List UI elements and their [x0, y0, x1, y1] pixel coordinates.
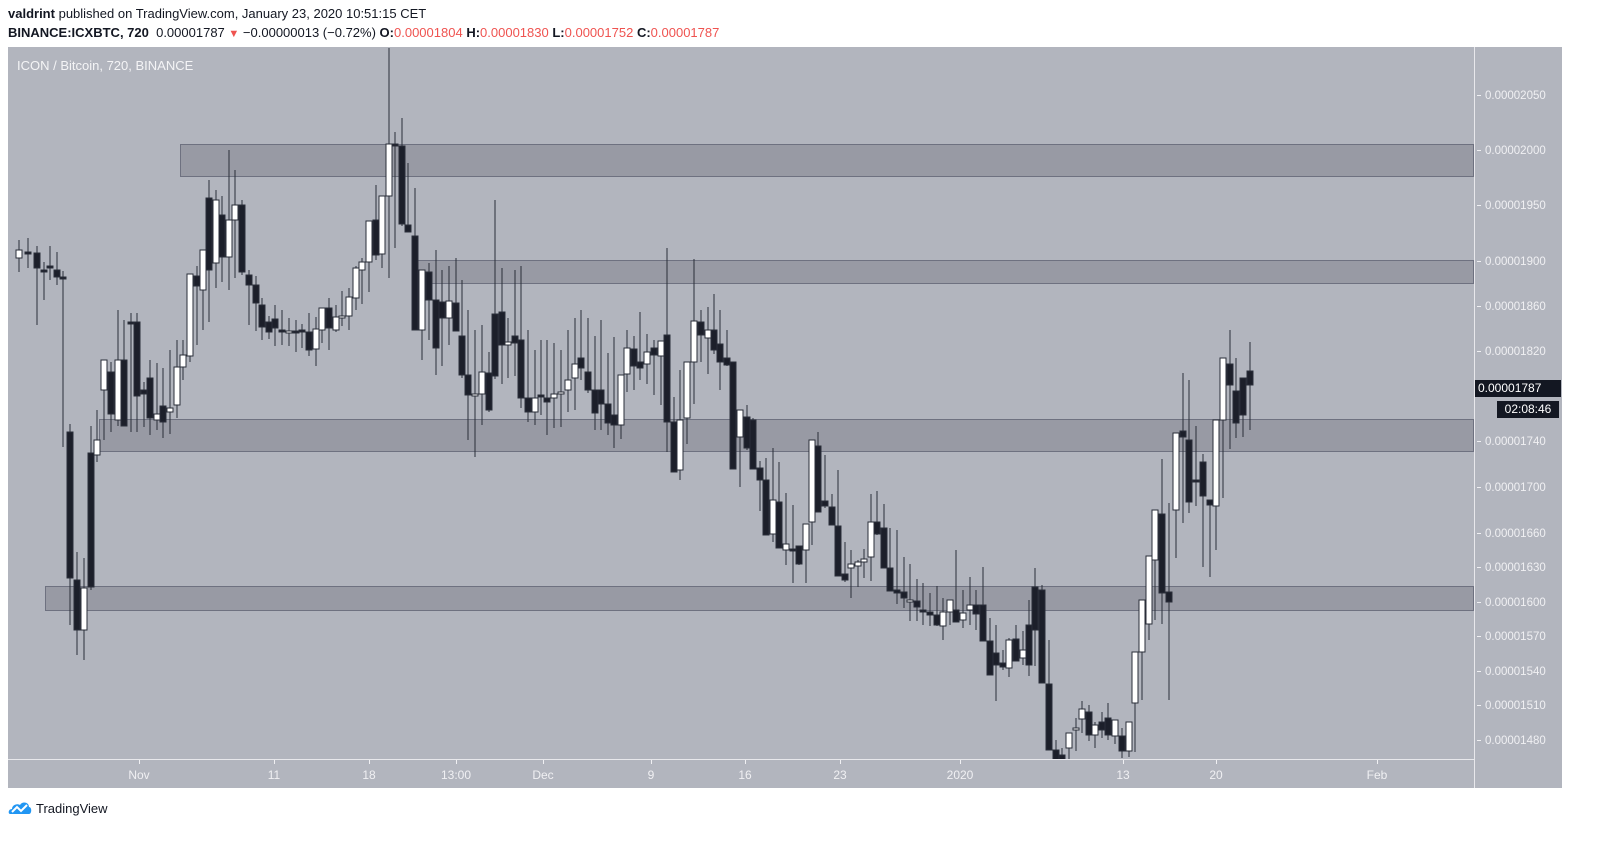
- close-value: 0.00001787: [650, 25, 720, 40]
- time-tick-mark: [369, 760, 370, 764]
- time-tick: Feb: [1366, 768, 1388, 782]
- time-tick: 20: [1209, 768, 1223, 782]
- time-tick: 11: [267, 768, 281, 782]
- time-tick: 18: [362, 768, 376, 782]
- price-tick: 0.00002000: [1477, 145, 1546, 157]
- time-tick-mark: [745, 760, 746, 764]
- time-tick: 2020: [946, 768, 974, 782]
- price-tick: 0.00001630: [1477, 562, 1546, 574]
- time-tick: 16: [738, 768, 752, 782]
- time-tick: 23: [833, 768, 847, 782]
- down-arrow-icon: ▼: [228, 28, 240, 40]
- tradingview-footer[interactable]: TradingView: [8, 800, 108, 816]
- time-tick-mark: [1377, 760, 1378, 764]
- price-tick: 0.00001540: [1477, 666, 1546, 678]
- close-label: C:: [636, 25, 651, 40]
- time-tick-mark: [456, 760, 457, 764]
- symbol-label: BINANCE:ICXBTC, 720: [8, 25, 149, 40]
- author-name[interactable]: valdrint: [8, 6, 55, 21]
- price-tick: 0.00001510: [1477, 700, 1546, 712]
- time-tick-mark: [1123, 760, 1124, 764]
- time-tick: Dec: [532, 768, 554, 782]
- chart-symbol-title: ICON / Bitcoin, 720, BINANCE: [17, 58, 194, 73]
- candlestick-series: [15, 48, 1254, 759]
- high-label: H:: [466, 25, 481, 40]
- open-value: 0.00001804: [394, 25, 463, 40]
- price-tick: 0.00001860: [1477, 301, 1546, 313]
- price-tick: 0.00001480: [1477, 735, 1546, 747]
- support-zone-lower: [45, 586, 1474, 611]
- low-label: L:: [552, 25, 565, 40]
- last-price: 0.00001787: [156, 25, 225, 40]
- price-tick: 0.00002050: [1477, 90, 1546, 102]
- brand-name: TradingView: [36, 800, 108, 816]
- time-tick-mark: [651, 760, 652, 764]
- price-tick: 0.00001600: [1477, 597, 1546, 609]
- publish-info: valdrint published on TradingView.com, J…: [8, 6, 426, 21]
- price-tick: 0.00001740: [1477, 436, 1546, 448]
- resistance-zone-upper: [180, 144, 1474, 177]
- time-tick-mark: [840, 760, 841, 764]
- high-value: 0.00001830: [480, 25, 549, 40]
- price-tick: 0.00001820: [1477, 346, 1546, 358]
- time-tick: 13:00: [440, 768, 472, 782]
- support-zone-upper: [99, 419, 1474, 452]
- price-axis[interactable]: 0.00002050 0.00002000 0.00001950 0.00001…: [1474, 47, 1563, 788]
- time-tick-mark: [960, 760, 961, 764]
- resistance-zone-lower: [416, 260, 1474, 284]
- time-tick: 9: [647, 768, 655, 782]
- open-label: O:: [379, 25, 394, 40]
- price-tick: 0.00001570: [1477, 631, 1546, 643]
- chart-container[interactable]: ICON / Bitcoin, 720, BINANCE 0.00002050 …: [8, 47, 1562, 788]
- time-axis[interactable]: Nov 11 18 13:00 Dec 9 16 23 2020 13 20 F…: [8, 759, 1474, 789]
- low-value: 0.00001752: [564, 25, 634, 40]
- time-tick-mark: [139, 760, 140, 764]
- plot-area[interactable]: ICON / Bitcoin, 720, BINANCE: [8, 47, 1474, 759]
- time-tick-mark: [274, 760, 275, 764]
- price-change: −0.00000013 (−0.72%): [242, 25, 376, 40]
- time-tick: Nov: [128, 768, 150, 782]
- published-text: published on TradingView.com, January 23…: [58, 6, 427, 21]
- time-tick-mark: [543, 760, 544, 764]
- bar-countdown-label: 02:08:46: [1497, 401, 1559, 418]
- price-tick: 0.00001700: [1477, 482, 1546, 494]
- price-tick: 0.00001950: [1477, 200, 1546, 212]
- price-tick: 0.00001900: [1477, 256, 1546, 268]
- symbol-info-bar: BINANCE:ICXBTC, 720 0.00001787 ▼ −0.0000…: [8, 25, 719, 40]
- time-tick-mark: [1216, 760, 1217, 764]
- time-tick: 13: [1116, 768, 1130, 782]
- current-price-label: 0.00001787: [1475, 380, 1561, 397]
- price-tick: 0.00001660: [1477, 528, 1546, 540]
- tradingview-cloud-icon: [8, 802, 32, 814]
